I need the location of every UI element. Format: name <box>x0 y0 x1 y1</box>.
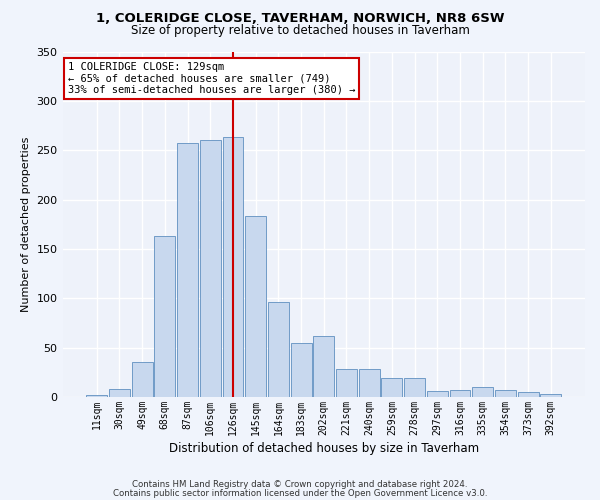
Bar <box>518 392 539 397</box>
Bar <box>541 394 561 397</box>
Bar <box>495 390 516 397</box>
Y-axis label: Number of detached properties: Number of detached properties <box>21 136 31 312</box>
Bar <box>154 236 175 397</box>
Bar <box>313 336 334 397</box>
Text: Contains public sector information licensed under the Open Government Licence v3: Contains public sector information licen… <box>113 489 487 498</box>
Bar <box>223 138 244 397</box>
Bar <box>200 140 221 397</box>
Bar <box>382 378 403 397</box>
Bar <box>268 302 289 397</box>
Bar <box>245 216 266 397</box>
Bar <box>427 391 448 397</box>
X-axis label: Distribution of detached houses by size in Taverham: Distribution of detached houses by size … <box>169 442 479 455</box>
Bar <box>131 362 152 397</box>
Text: Size of property relative to detached houses in Taverham: Size of property relative to detached ho… <box>131 24 469 37</box>
Bar <box>290 342 311 397</box>
Bar <box>336 370 357 397</box>
Bar <box>109 389 130 397</box>
Text: 1 COLERIDGE CLOSE: 129sqm
← 65% of detached houses are smaller (749)
33% of semi: 1 COLERIDGE CLOSE: 129sqm ← 65% of detac… <box>68 62 355 95</box>
Bar <box>404 378 425 397</box>
Bar <box>359 370 380 397</box>
Bar <box>86 395 107 397</box>
Text: 1, COLERIDGE CLOSE, TAVERHAM, NORWICH, NR8 6SW: 1, COLERIDGE CLOSE, TAVERHAM, NORWICH, N… <box>96 12 504 26</box>
Bar <box>177 144 198 397</box>
Text: Contains HM Land Registry data © Crown copyright and database right 2024.: Contains HM Land Registry data © Crown c… <box>132 480 468 489</box>
Bar <box>449 390 470 397</box>
Bar <box>472 387 493 397</box>
